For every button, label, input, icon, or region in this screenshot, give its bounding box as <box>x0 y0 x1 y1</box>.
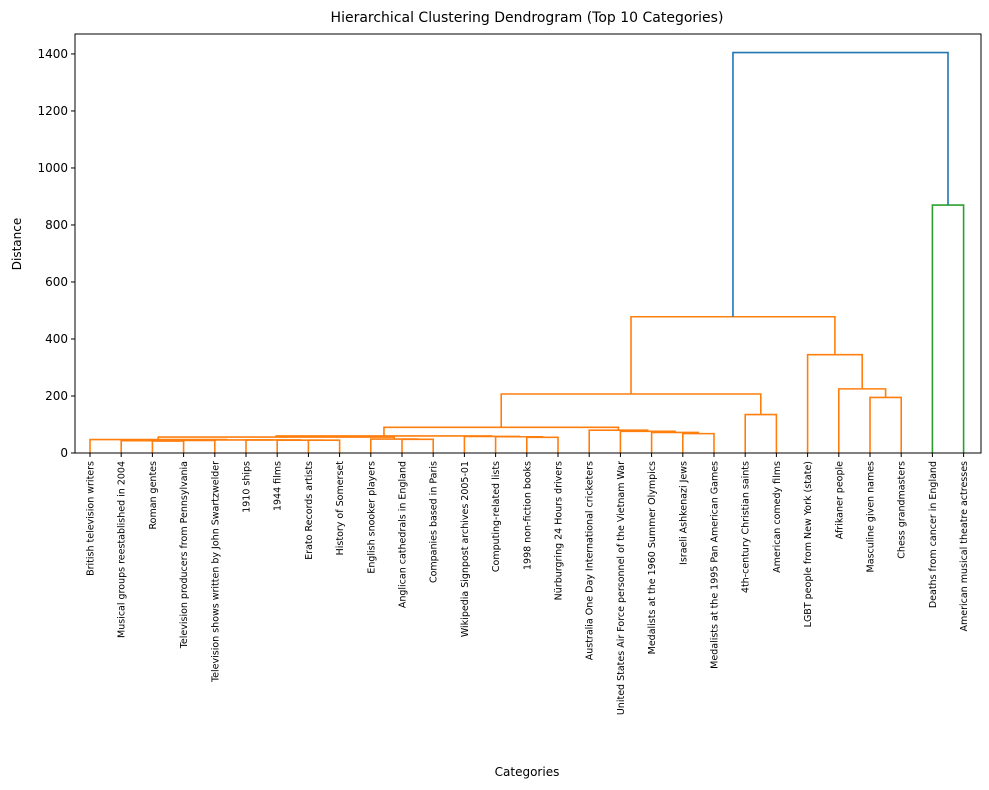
leaf-label: Wikipedia Signpost archives 2005-01 <box>460 461 471 637</box>
leaf-label: Afrikaner people <box>834 461 845 539</box>
leaf-label: LGBT people from New York (state) <box>803 461 814 627</box>
y-tick-label: 200 <box>45 389 68 403</box>
leaf-label: American comedy films <box>772 461 783 573</box>
leaf-label: Roman gentes <box>148 461 159 530</box>
dendrogram-link <box>838 388 887 453</box>
dendrogram-link <box>806 353 863 453</box>
leaf-label: Erato Records artists <box>304 461 315 560</box>
dendrogram-link <box>275 435 493 438</box>
dendrogram-link <box>500 393 762 428</box>
y-tick-label: 1400 <box>37 47 68 61</box>
dendrogram-link <box>732 51 949 317</box>
dendrogram-link <box>494 435 544 453</box>
dendrogram-link <box>650 431 700 453</box>
leaf-label: 1998 non-fiction books <box>522 461 533 570</box>
leaf-label: Companies based in Paris <box>429 461 440 583</box>
dendrogram-link <box>120 439 169 453</box>
leaf-label: Chess grandmasters <box>897 461 908 559</box>
dendrogram-link <box>245 439 302 453</box>
x-axis-label: Categories <box>495 765 560 779</box>
leaf-label: Nürburgring 24 Hours drivers <box>554 461 565 600</box>
leaf-label: History of Somerset <box>335 461 346 556</box>
y-axis-ticks: 0 200 400 600 800 1000 1200 1400 <box>37 47 75 460</box>
y-tick-label: 1200 <box>37 104 68 118</box>
leaf-label: Musical groups reestablished in 2004 <box>117 461 128 638</box>
dendrogram-link <box>619 430 676 453</box>
leaf-label: British television writers <box>86 461 97 576</box>
dendrogram-link <box>931 204 965 453</box>
leaf-label: American musical theatre actresses <box>959 461 970 632</box>
y-axis-label: Distance <box>10 218 24 270</box>
dendrogram-link <box>370 438 419 453</box>
leaf-label: Television producers from Pennsylvania <box>179 461 190 649</box>
dendrogram-link <box>526 436 559 453</box>
leaf-label: Anglican cathedrals in England <box>398 461 409 608</box>
leaf-label: Masculine given names <box>866 461 877 572</box>
dendrogram-link <box>307 439 341 453</box>
chart-title: Hierarchical Clustering Dendrogram (Top … <box>331 10 724 26</box>
y-tick-label: 400 <box>45 332 68 346</box>
dendrogram-link <box>744 413 778 453</box>
dendrogram-link <box>869 396 902 453</box>
leaf-label: United States Air Force personnel of the… <box>616 461 627 715</box>
leaf-label: Medalists at the 1960 Summer Olympics <box>647 461 658 654</box>
leaf-label: English snooker players <box>366 461 377 574</box>
plot-frame <box>74 33 982 454</box>
dendrogram-link <box>143 439 216 453</box>
dendrogram-link <box>463 435 520 453</box>
leaf-label: Medalists at the 1995 Pan American Games <box>710 461 721 669</box>
dendrogram-links <box>89 51 965 453</box>
dendrogram-link <box>401 438 434 453</box>
y-tick-label: 800 <box>45 218 68 232</box>
dendrogram-link <box>682 432 715 453</box>
leaf-label: 4th-century Christian saints <box>741 461 752 593</box>
y-tick-label: 600 <box>45 275 68 289</box>
leaf-label: Israeli Ashkenazi Jews <box>678 461 689 565</box>
dendrogram-link <box>588 429 649 453</box>
dendrogram-link <box>276 439 324 453</box>
leaf-label: Television shows written by John Swartzw… <box>210 461 221 683</box>
dendrogram-link <box>151 440 185 453</box>
dendrogram-link <box>383 426 620 436</box>
leaf-label: Computing-related lists <box>491 461 502 572</box>
leaf-label: Deaths from cancer in England <box>928 461 939 608</box>
y-tick-label: 1000 <box>37 161 68 175</box>
leaf-label: 1944 films <box>273 461 284 511</box>
x-axis-leaf-labels: British television writers Musical groups… <box>86 453 970 715</box>
y-tick-label: 0 <box>60 446 68 460</box>
leaf-label: Australia One Day International crickete… <box>585 461 596 660</box>
leaf-label: 1910 ships <box>242 461 253 513</box>
dendrogram-link <box>630 315 836 394</box>
